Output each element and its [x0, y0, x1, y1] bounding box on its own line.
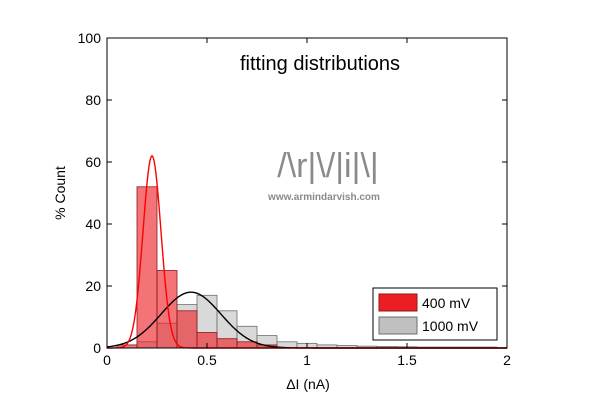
y-tick-label: 0 [93, 340, 101, 356]
x-tick-label: 0.5 [197, 352, 217, 368]
x-tick-label: 1.5 [397, 352, 417, 368]
y-tick-label: 20 [85, 278, 101, 294]
x-axis-label: ΔI (nA) [286, 376, 330, 392]
y-tick-label: 80 [85, 92, 101, 108]
x-tick-label: 1 [303, 352, 311, 368]
y-axis-label: % Count [52, 166, 68, 220]
watermark-logo: /\r|\/|i|\| [277, 147, 378, 185]
watermark-url: www.armindarvish.com [267, 192, 380, 203]
legend-label: 400 mV [422, 295, 471, 311]
legend-label: 1000 mV [422, 318, 479, 334]
x-tick-label: 0 [103, 352, 111, 368]
legend-swatch [378, 316, 418, 335]
legend: 400 mV 1000 mV [372, 287, 498, 341]
y-tick-label: 100 [78, 30, 102, 46]
bar-400mv-6 [236, 341, 258, 349]
x-tick-label: 2 [503, 352, 511, 368]
chart-title: fitting distributions [240, 53, 400, 75]
y-tick-label: 40 [85, 216, 101, 232]
bar-400mv-3 [176, 310, 198, 349]
bar-400mv-5 [216, 338, 238, 349]
watermark: /\r|\/|i|\| www.armindarvish.com [267, 147, 380, 203]
y-tick-label: 60 [85, 154, 101, 170]
legend-swatch [378, 293, 418, 312]
